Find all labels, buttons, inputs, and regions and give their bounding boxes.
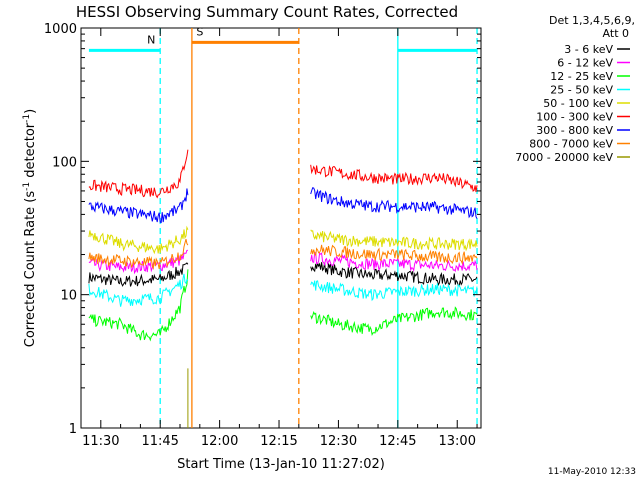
series-line-6-12-kev (310, 252, 478, 273)
state-bar-label: S (196, 25, 203, 38)
series-line-50-100-kev (310, 229, 478, 252)
series-line-100-300-kev (88, 149, 189, 199)
series-line-100-300-kev (310, 164, 478, 193)
x-tick-label: 11:30 (82, 434, 119, 449)
legend-label-100-300-kev: 100 - 300 keV (536, 111, 613, 124)
x-tick-label: 12:00 (201, 434, 238, 449)
y-axis-label: Corrected Count Rate (s-1 detector-1) (22, 109, 38, 347)
legend-label-3-6-kev: 3 - 6 keV (564, 43, 613, 56)
x-tick-label: 12:45 (379, 434, 416, 449)
series-line-800-7000-kev (310, 244, 478, 266)
legend-header-line1: Det 1,3,4,5,6,9, (549, 14, 635, 27)
y-tick-label: 100 (52, 155, 77, 170)
legend-label-6-12-kev: 6 - 12 keV (557, 57, 613, 70)
state-bar-label: N (147, 33, 155, 46)
instrument-state-lines (159, 28, 478, 428)
y-axis-label-part3: ) (23, 109, 38, 114)
y-axis: 1 10 100 1000 (44, 22, 481, 437)
legend-label-300-800-kev: 300 - 800 keV (536, 124, 613, 137)
x-axis: 11:30 11:45 12:00 12:15 12:30 12:45 13:00 (80, 28, 478, 449)
x-tick-label: 13:00 (439, 434, 476, 449)
generated-timestamp: 11-May-2010 12:33 (548, 467, 636, 477)
series-line-25-50-kev (88, 273, 189, 307)
series-line-50-100-kev (88, 225, 189, 255)
x-tick-label: 12:30 (320, 434, 357, 449)
y-axis-label-part1: Corrected Count Rate (s (23, 191, 38, 348)
legend-label-12-25-kev: 12 - 25 keV (550, 70, 613, 83)
legend-header-line2: Att 0 (603, 27, 629, 40)
y-tick-label: 1 (69, 422, 77, 437)
y-tick-label: 1000 (44, 22, 77, 37)
series-line-12-25-kev (88, 269, 189, 342)
series-group (88, 149, 478, 428)
series-line-25-50-kev (310, 280, 478, 302)
series-line-300-800-kev (88, 188, 189, 224)
legend-label-25-50-kev: 25 - 50 keV (550, 84, 613, 97)
series-line-800-7000-kev (88, 238, 189, 271)
x-tick-label: 12:15 (260, 434, 297, 449)
series-line-3-6-kev (88, 262, 189, 287)
y-tick-label: 10 (60, 289, 77, 304)
legend-label-800-7000-kev: 800 - 7000 keV (529, 138, 613, 151)
x-tick-label: 11:45 (141, 434, 178, 449)
instrument-state-annotations: NS (88, 25, 478, 52)
series-line-300-800-kev (310, 187, 478, 219)
legend-label-50-100-kev: 50 - 100 keV (543, 97, 613, 110)
series-line-12-25-kev (310, 306, 478, 337)
chart-title: HESSI Observing Summary Count Rates, Cor… (76, 3, 458, 21)
x-axis-label: Start Time (13-Jan-10 11:27:02) (177, 457, 385, 472)
legend-label-7000-20000-kev: 7000 - 20000 keV (515, 151, 613, 164)
y-axis-label-sup1: -1 (22, 182, 32, 191)
y-axis-label-part2: detector (23, 122, 38, 182)
plot-frame (80, 27, 482, 429)
y-axis-label-sup2: -1 (22, 114, 32, 123)
series-line-3-6-kev (310, 262, 478, 287)
